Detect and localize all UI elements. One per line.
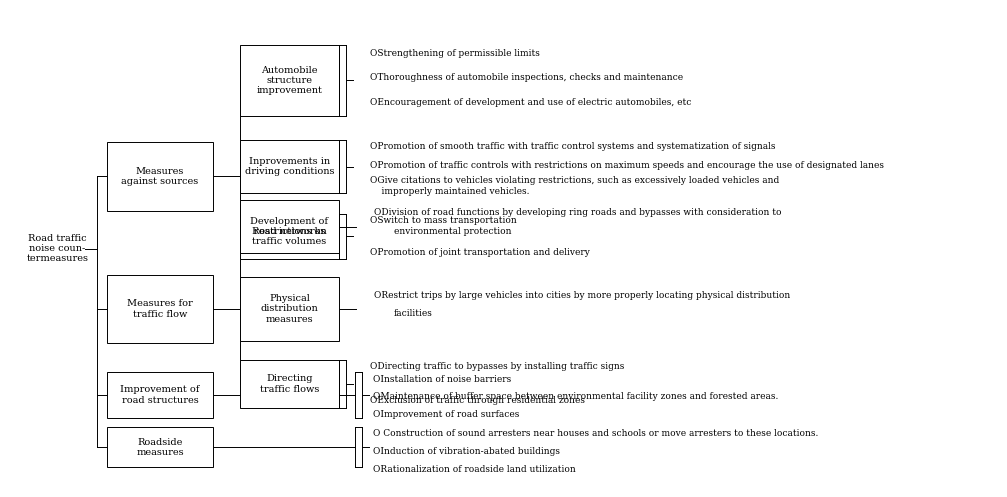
Text: Physical
distribution
measures: Physical distribution measures xyxy=(261,294,318,324)
Text: OThoroughness of automobile inspections, checks and maintenance: OThoroughness of automobile inspections,… xyxy=(371,73,684,82)
Bar xyxy=(108,275,212,343)
Text: Roadside
measures: Roadside measures xyxy=(136,437,184,457)
Text: ODirecting traffic to bypasses by installing traffic signs: ODirecting traffic to bypasses by instal… xyxy=(371,362,624,371)
Text: OInstallation of noise barriers: OInstallation of noise barriers xyxy=(374,375,512,384)
Text: Restrictions on
traffic volumes: Restrictions on traffic volumes xyxy=(252,227,326,246)
Text: Directing
traffic flows: Directing traffic flows xyxy=(260,374,319,394)
Text: Road traffic
noise coun-
termeasures: Road traffic noise coun- termeasures xyxy=(26,234,89,263)
Bar xyxy=(240,140,338,193)
Text: OGive citations to vehicles violating restrictions, such as excessively loaded v: OGive citations to vehicles violating re… xyxy=(371,176,779,196)
Text: Automobile
structure
improvement: Automobile structure improvement xyxy=(257,66,322,95)
Text: OInduction of vibration-abated buildings: OInduction of vibration-abated buildings xyxy=(374,447,560,456)
Bar xyxy=(240,200,338,253)
Text: facilities: facilities xyxy=(394,309,433,318)
Bar xyxy=(108,427,212,467)
Text: OPromotion of traffic controls with restrictions on maximum speeds and encourage: OPromotion of traffic controls with rest… xyxy=(371,161,884,170)
Text: OStrengthening of permissible limits: OStrengthening of permissible limits xyxy=(371,49,540,58)
Text: OPromotion of smooth traffic with traffic control systems and systematization of: OPromotion of smooth traffic with traffi… xyxy=(371,142,775,151)
Bar xyxy=(108,372,212,418)
Text: Measures
against sources: Measures against sources xyxy=(122,166,198,186)
Text: ORationalization of roadside land utilization: ORationalization of roadside land utiliz… xyxy=(374,465,576,474)
Text: OSwitch to mass transportation: OSwitch to mass transportation xyxy=(371,216,517,225)
Text: O Construction of sound arresters near houses and schools or move arresters to t: O Construction of sound arresters near h… xyxy=(374,429,819,438)
Text: OEncouragement of development and use of electric automobiles, etc: OEncouragement of development and use of… xyxy=(371,98,692,107)
Bar xyxy=(240,214,338,259)
Text: OPromotion of joint transportation and delivery: OPromotion of joint transportation and d… xyxy=(371,248,590,257)
Text: Development of
road networks: Development of road networks xyxy=(251,217,328,236)
Bar xyxy=(108,142,212,211)
Text: Improvement of
road structures: Improvement of road structures xyxy=(121,385,199,405)
Bar xyxy=(240,277,338,340)
Text: environmental protection: environmental protection xyxy=(394,227,512,236)
Text: Measures for
traffic flow: Measures for traffic flow xyxy=(127,299,193,319)
Text: ORestrict trips by large vehicles into cities by more properly locating physical: ORestrict trips by large vehicles into c… xyxy=(375,291,790,300)
Bar xyxy=(240,360,338,408)
Text: Inprovements in
driving conditions: Inprovements in driving conditions xyxy=(245,157,334,176)
Text: ODivision of road functions by developing ring roads and bypasses with considera: ODivision of road functions by developin… xyxy=(375,208,781,218)
Text: OMaintenance of buffer space between environmental facility zones and forested a: OMaintenance of buffer space between env… xyxy=(374,392,778,401)
Text: OExclusion of traffic through residential zones: OExclusion of traffic through residentia… xyxy=(371,397,585,406)
Bar xyxy=(240,45,338,116)
Text: OImprovement of road surfaces: OImprovement of road surfaces xyxy=(374,410,520,418)
